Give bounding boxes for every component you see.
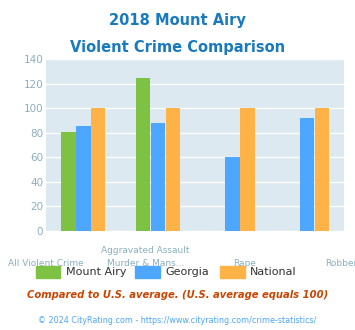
Bar	[166, 109, 180, 231]
Text: Rape: Rape	[234, 259, 256, 268]
Text: Robbery: Robbery	[326, 259, 355, 268]
Text: All Violent Crime: All Violent Crime	[8, 259, 84, 268]
Text: © 2024 CityRating.com - https://www.cityrating.com/crime-statistics/: © 2024 CityRating.com - https://www.city…	[38, 316, 317, 325]
Text: Aggravated Assault: Aggravated Assault	[101, 246, 190, 255]
Bar	[151, 123, 165, 231]
Bar	[315, 109, 329, 231]
Text: Compared to U.S. average. (U.S. average equals 100): Compared to U.S. average. (U.S. average …	[27, 290, 328, 300]
Text: Georgia: Georgia	[165, 267, 209, 277]
Text: Mount Airy: Mount Airy	[66, 267, 126, 277]
Text: 2018 Mount Airy: 2018 Mount Airy	[109, 13, 246, 28]
Bar	[300, 118, 314, 231]
Bar	[225, 157, 240, 231]
Text: Violent Crime Comparison: Violent Crime Comparison	[70, 40, 285, 54]
Bar	[91, 109, 105, 231]
Text: Murder & Mans...: Murder & Mans...	[107, 259, 184, 268]
Bar	[76, 126, 91, 231]
Bar	[240, 109, 255, 231]
Bar	[61, 132, 76, 231]
Bar	[136, 78, 150, 231]
Text: National: National	[250, 267, 297, 277]
